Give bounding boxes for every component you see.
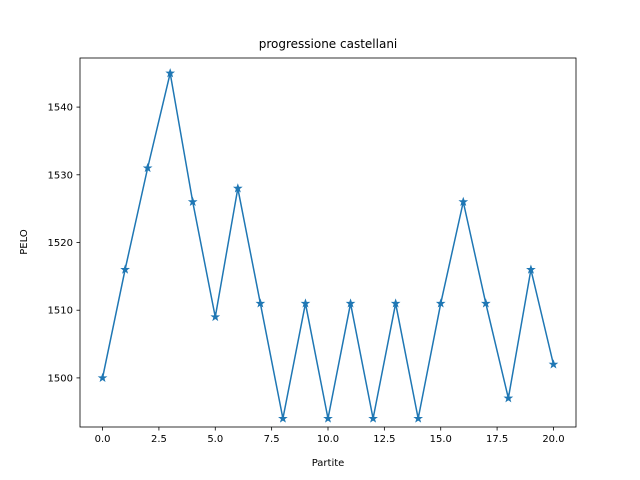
- data-point-star: [278, 413, 288, 423]
- x-tick-label: 2.5: [151, 434, 167, 445]
- data-point-star: [187, 196, 198, 206]
- y-tick-label: 1540: [48, 103, 73, 114]
- data-point-star: [232, 183, 243, 193]
- data-point-star: [368, 413, 378, 423]
- data-point-star: [526, 264, 536, 274]
- data-point-star: [165, 68, 176, 78]
- x-tick-label: 17.5: [486, 434, 508, 445]
- x-tick-label: 0.0: [95, 434, 111, 445]
- x-axis-label: Partite: [312, 458, 345, 469]
- data-point-star: [120, 264, 130, 274]
- axis-ticks: 0.0 2.5 5.0 7.5 10.0 12.5 15.0 17.5 20.0 1500 1510…: [48, 103, 565, 445]
- data-point-star: [142, 162, 153, 173]
- data-point-star: [210, 311, 221, 322]
- data-point-star: [345, 298, 356, 308]
- data-point-star: [458, 196, 469, 206]
- x-tick-label: 7.5: [264, 434, 280, 445]
- data-point-star: [300, 298, 311, 308]
- y-tick-label: 1500: [48, 373, 73, 384]
- data-point-star: [323, 413, 333, 423]
- data-point-star: [97, 372, 108, 383]
- data-point-star: [548, 359, 559, 369]
- y-tick-label: 1510: [48, 306, 73, 317]
- x-tick-label: 20.0: [542, 434, 564, 445]
- plot-area: [97, 68, 559, 423]
- data-point-star: [390, 298, 401, 308]
- data-point-star: [503, 393, 514, 403]
- x-tick-label: 12.5: [373, 434, 395, 445]
- x-tick-label: 15.0: [430, 434, 452, 445]
- y-tick-label: 1530: [48, 170, 73, 181]
- data-point-star: [413, 413, 424, 423]
- plot-frame: [79, 57, 577, 428]
- y-tick-label: 1520: [48, 238, 73, 249]
- chart-title: progressione castellani: [259, 37, 398, 51]
- x-tick-label: 10.0: [317, 434, 339, 445]
- data-point-star: [435, 298, 446, 308]
- data-point-star: [480, 298, 491, 308]
- data-point-star: [255, 298, 266, 308]
- y-axis-label: PELO: [19, 229, 30, 255]
- x-tick-label: 5.0: [207, 434, 223, 445]
